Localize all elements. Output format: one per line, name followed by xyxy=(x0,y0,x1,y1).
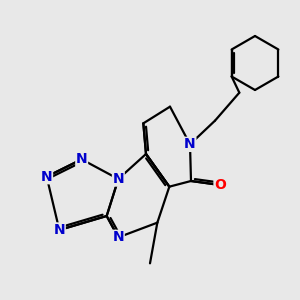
Text: N: N xyxy=(41,170,52,184)
Text: N: N xyxy=(112,172,124,186)
Text: N: N xyxy=(76,152,88,166)
Text: O: O xyxy=(214,178,226,192)
Text: N: N xyxy=(112,230,124,244)
Text: N: N xyxy=(184,137,196,151)
Text: N: N xyxy=(53,223,65,237)
